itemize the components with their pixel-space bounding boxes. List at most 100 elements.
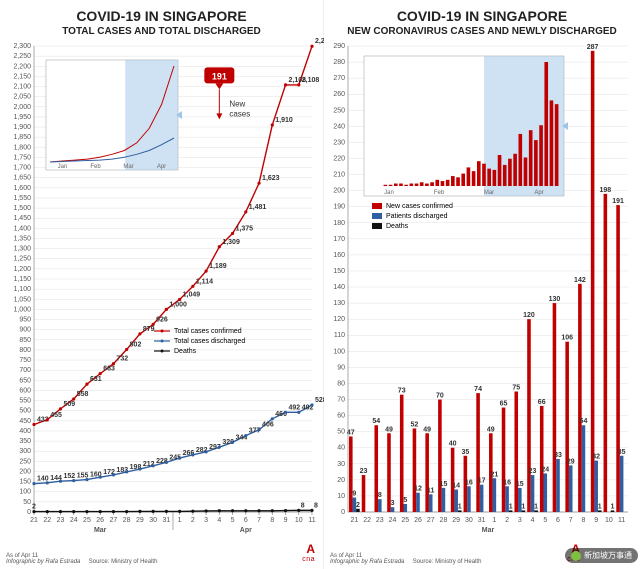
left-panel: COVID-19 IN SINGAPORE TOTAL CASES AND TO… xyxy=(0,0,324,569)
svg-text:10: 10 xyxy=(605,517,613,524)
svg-text:700: 700 xyxy=(19,367,31,374)
svg-text:1,550: 1,550 xyxy=(13,195,31,202)
svg-text:4: 4 xyxy=(217,517,221,524)
svg-text:27: 27 xyxy=(110,517,118,524)
svg-text:29: 29 xyxy=(452,517,460,524)
cna-logo: A cna xyxy=(302,542,315,563)
svg-text:2,150: 2,150 xyxy=(13,73,31,80)
svg-text:120: 120 xyxy=(523,312,535,319)
svg-text:54: 54 xyxy=(580,418,588,425)
svg-text:1,000: 1,000 xyxy=(169,301,187,308)
svg-text:30: 30 xyxy=(149,517,157,524)
svg-text:70: 70 xyxy=(436,393,444,400)
svg-text:1,400: 1,400 xyxy=(13,225,31,232)
svg-text:455: 455 xyxy=(50,412,62,419)
svg-text:22: 22 xyxy=(363,517,371,524)
svg-text:1: 1 xyxy=(178,517,182,524)
svg-text:683: 683 xyxy=(103,366,115,373)
svg-text:21: 21 xyxy=(490,471,498,478)
svg-text:1: 1 xyxy=(458,503,462,510)
svg-text:300: 300 xyxy=(19,448,31,455)
svg-text:Feb: Feb xyxy=(90,164,101,170)
svg-text:900: 900 xyxy=(19,327,31,334)
svg-text:70: 70 xyxy=(337,397,345,404)
svg-text:120: 120 xyxy=(333,316,345,323)
left-footer: As of Apr 11 Infographic by Rafa Estrada… xyxy=(6,553,157,565)
svg-text:23: 23 xyxy=(529,468,537,475)
svg-text:1,100: 1,100 xyxy=(13,286,31,293)
svg-text:800: 800 xyxy=(19,347,31,354)
svg-text:Jan: Jan xyxy=(58,164,68,170)
svg-text:cases: cases xyxy=(229,109,250,118)
svg-text:2,108: 2,108 xyxy=(302,77,320,84)
svg-text:11: 11 xyxy=(308,517,315,524)
svg-text:54: 54 xyxy=(372,418,380,425)
svg-text:1,189: 1,189 xyxy=(209,263,227,270)
svg-text:23: 23 xyxy=(360,468,368,475)
svg-text:1,481: 1,481 xyxy=(249,204,267,211)
svg-text:14: 14 xyxy=(452,483,460,490)
svg-text:1: 1 xyxy=(521,503,525,510)
svg-text:73: 73 xyxy=(398,388,406,395)
svg-text:23: 23 xyxy=(376,517,384,524)
svg-text:3: 3 xyxy=(518,517,522,524)
svg-text:2,000: 2,000 xyxy=(13,104,31,111)
svg-text:1: 1 xyxy=(509,503,513,510)
svg-text:31: 31 xyxy=(162,517,170,524)
svg-text:49: 49 xyxy=(385,426,393,433)
svg-text:1,150: 1,150 xyxy=(13,276,31,283)
svg-text:21: 21 xyxy=(350,517,358,524)
svg-text:1,800: 1,800 xyxy=(13,144,31,151)
svg-text:750: 750 xyxy=(19,357,31,364)
svg-text:31: 31 xyxy=(478,517,486,524)
svg-text:65: 65 xyxy=(500,401,508,408)
svg-text:Feb: Feb xyxy=(434,190,445,196)
svg-text:35: 35 xyxy=(461,449,469,456)
svg-text:8: 8 xyxy=(314,502,318,509)
chart-container: COVID-19 IN SINGAPORE TOTAL CASES AND TO… xyxy=(0,0,640,569)
svg-text:5: 5 xyxy=(403,497,407,504)
svg-text:5: 5 xyxy=(543,517,547,524)
svg-text:49: 49 xyxy=(487,426,495,433)
svg-text:250: 250 xyxy=(19,458,31,465)
svg-text:150: 150 xyxy=(19,479,31,486)
svg-text:1,600: 1,600 xyxy=(13,185,31,192)
watermark-text: 新加坡万事通 xyxy=(584,551,632,560)
svg-text:Mar: Mar xyxy=(484,190,494,196)
svg-text:879: 879 xyxy=(143,326,155,333)
svg-text:1,650: 1,650 xyxy=(13,175,31,182)
svg-text:150: 150 xyxy=(333,268,345,275)
svg-text:47: 47 xyxy=(347,429,355,436)
svg-text:6: 6 xyxy=(556,517,560,524)
svg-text:926: 926 xyxy=(156,316,168,323)
svg-text:7: 7 xyxy=(257,517,261,524)
svg-text:15: 15 xyxy=(440,481,448,488)
svg-text:2,200: 2,200 xyxy=(13,63,31,70)
svg-text:4: 4 xyxy=(531,517,535,524)
svg-text:1,750: 1,750 xyxy=(13,154,31,161)
svg-text:220: 220 xyxy=(333,155,345,162)
svg-text:130: 130 xyxy=(333,300,345,307)
svg-text:270: 270 xyxy=(333,75,345,82)
svg-text:9: 9 xyxy=(284,517,288,524)
svg-text:250: 250 xyxy=(333,107,345,114)
svg-text:110: 110 xyxy=(334,332,345,339)
svg-text:170: 170 xyxy=(333,236,345,243)
svg-text:100: 100 xyxy=(19,489,31,496)
svg-text:24: 24 xyxy=(389,517,397,524)
svg-text:24: 24 xyxy=(541,466,549,473)
svg-text:25: 25 xyxy=(83,517,91,524)
footer-credit: Infographic by Rafa Estrada xyxy=(6,559,80,565)
svg-text:1,500: 1,500 xyxy=(13,205,31,212)
svg-text:35: 35 xyxy=(618,449,626,456)
svg-text:850: 850 xyxy=(19,337,31,344)
svg-text:32: 32 xyxy=(592,454,600,461)
svg-text:190: 190 xyxy=(333,204,345,211)
svg-text:1: 1 xyxy=(534,503,538,510)
svg-text:130: 130 xyxy=(549,296,561,303)
svg-text:30: 30 xyxy=(337,461,345,468)
svg-text:5: 5 xyxy=(231,517,235,524)
svg-text:12: 12 xyxy=(414,486,422,493)
svg-text:52: 52 xyxy=(411,421,419,428)
svg-text:509: 509 xyxy=(63,401,75,408)
